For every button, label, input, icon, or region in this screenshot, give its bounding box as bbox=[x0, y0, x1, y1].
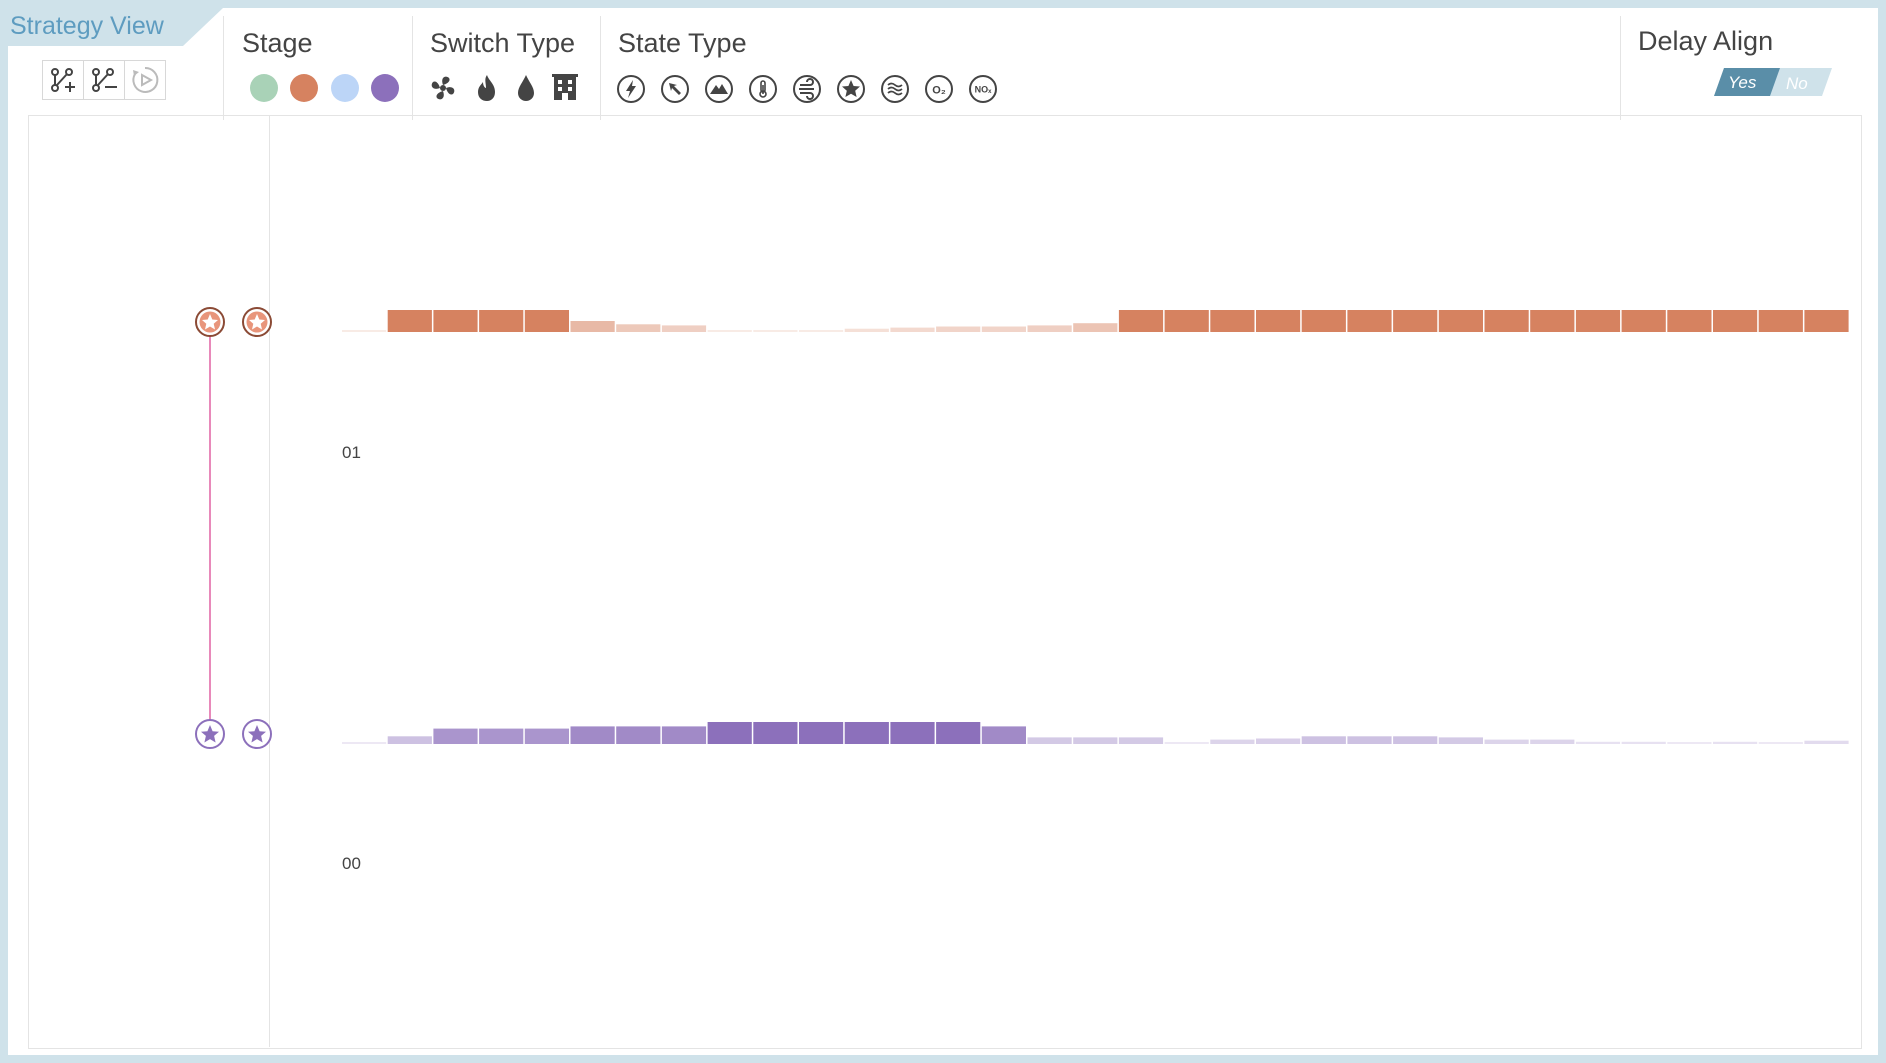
toggle-shape bbox=[1714, 68, 1832, 96]
star-icon[interactable] bbox=[835, 73, 867, 105]
switch-type-label: Switch Type bbox=[430, 28, 576, 58]
row-00-star-node-b[interactable] bbox=[242, 719, 272, 749]
row-00-star-node-a[interactable] bbox=[195, 719, 225, 749]
row-label-01: 01 bbox=[342, 443, 361, 462]
delay-align-toggle[interactable]: Yes No bbox=[1710, 66, 1835, 98]
stage-dot-orange[interactable] bbox=[290, 74, 318, 102]
delay-align-label: Delay Align bbox=[1638, 26, 1774, 56]
switch-type-section: Switch Type bbox=[412, 16, 609, 120]
play-cycle-icon bbox=[132, 66, 159, 93]
mountain-icon[interactable] bbox=[703, 73, 735, 105]
strategy-area bbox=[28, 115, 1862, 1049]
row-label-00: 00 bbox=[342, 854, 361, 873]
stage-label: Stage bbox=[242, 28, 313, 58]
state-type-section: State Type O₂ NOₓ bbox=[600, 16, 1621, 120]
graph-toolbar bbox=[42, 60, 166, 100]
wind-icon[interactable] bbox=[791, 73, 823, 105]
toggle-yes-option[interactable]: Yes bbox=[1728, 73, 1757, 92]
add-link-button[interactable] bbox=[43, 61, 84, 99]
svg-text:NOₓ: NOₓ bbox=[975, 85, 993, 95]
remove-link-button[interactable] bbox=[84, 61, 125, 99]
remove-link-icon bbox=[92, 68, 117, 92]
left-column-divider bbox=[269, 115, 270, 1047]
nox-icon[interactable]: NOₓ bbox=[967, 73, 999, 105]
cursor-arrow-icon[interactable] bbox=[659, 73, 691, 105]
add-link-icon bbox=[51, 68, 75, 92]
stage-dot-light-blue[interactable] bbox=[331, 74, 359, 102]
state-type-label: State Type bbox=[618, 28, 747, 58]
svg-text:O₂: O₂ bbox=[932, 85, 946, 97]
stage-dot-purple[interactable] bbox=[371, 74, 399, 102]
oxygen-icon[interactable]: O₂ bbox=[923, 73, 955, 105]
fire-icon[interactable] bbox=[471, 72, 503, 104]
waves-icon[interactable] bbox=[879, 73, 911, 105]
play-button[interactable] bbox=[125, 61, 165, 99]
toggle-no-option[interactable]: No bbox=[1786, 74, 1808, 93]
panel-title-tab: Strategy View bbox=[8, 8, 223, 46]
water-drop-icon[interactable] bbox=[510, 72, 542, 104]
lightning-icon[interactable] bbox=[615, 73, 647, 105]
strategy-view-panel: Strategy View bbox=[8, 8, 1878, 1055]
thermometer-icon[interactable] bbox=[747, 73, 779, 105]
delay-align-section: Delay Align bbox=[1620, 16, 1879, 120]
stage-dot-green[interactable] bbox=[250, 74, 278, 102]
row-01-star-node-b[interactable] bbox=[242, 307, 272, 337]
fan-icon[interactable] bbox=[427, 72, 459, 104]
stage-section: Stage bbox=[223, 16, 420, 120]
panel-title: Strategy View bbox=[10, 12, 164, 40]
title-tab-shape bbox=[8, 8, 223, 46]
strategy-links bbox=[195, 307, 272, 749]
row-01-star-node-a[interactable] bbox=[195, 307, 225, 337]
building-icon[interactable] bbox=[549, 72, 581, 104]
